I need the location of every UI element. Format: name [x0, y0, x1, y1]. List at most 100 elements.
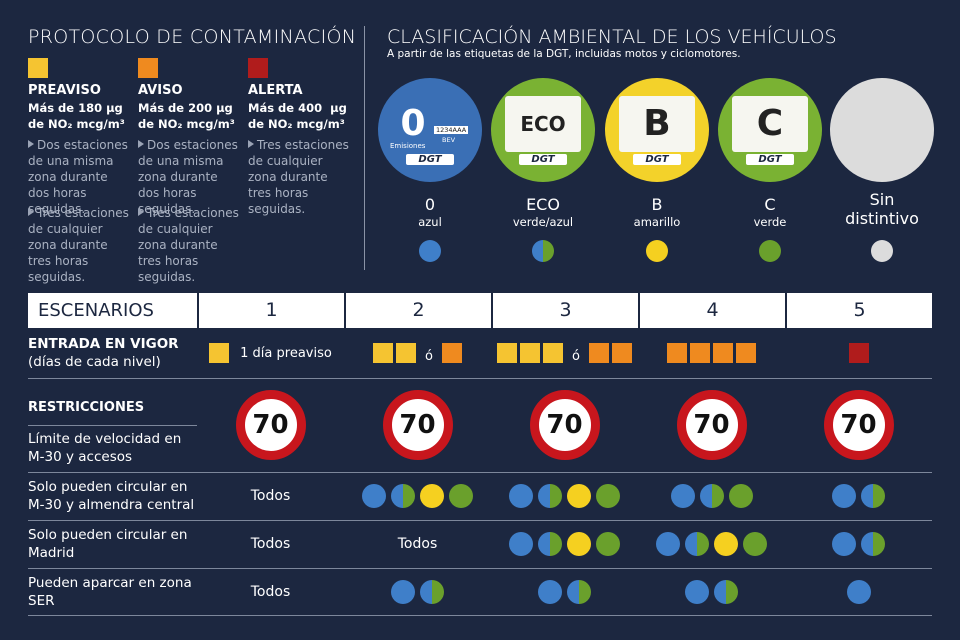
- label-dot: [871, 240, 893, 262]
- label-name: C: [764, 195, 776, 214]
- table-header: [28, 293, 932, 328]
- classification-title: CLASIFICACIÓN AMBIENTAL DE LOS VEHÍCULOS: [387, 26, 837, 48]
- label-dot: [362, 484, 386, 508]
- cell: [638, 568, 785, 615]
- row-line: [28, 520, 932, 521]
- day-square: [209, 343, 230, 363]
- cell: [785, 472, 932, 520]
- cell: 70: [638, 378, 785, 472]
- day-square: [588, 343, 609, 363]
- condition: Tres estaciones de cualquier zona durant…: [28, 206, 129, 284]
- label-color-name: azul: [418, 215, 442, 229]
- label-dot: [532, 240, 554, 262]
- sticker: 0 Emisiones 1234AAA BEV DGT: [378, 78, 482, 182]
- speed-value: 70: [546, 410, 583, 440]
- cell: [638, 472, 785, 520]
- label-dot: [685, 579, 709, 604]
- row-line: [28, 615, 932, 616]
- cell: Todos: [197, 520, 344, 568]
- day-square: [441, 343, 462, 363]
- sticker: [830, 78, 934, 182]
- sticker-card: B: [619, 96, 695, 152]
- header-cell: 5: [785, 293, 932, 328]
- row-label: Solo pueden circular en Madrid: [28, 527, 188, 561]
- level-threshold: Más de 200 µg: [138, 101, 233, 115]
- label-dot: [596, 484, 620, 508]
- condition: Dos estaciones de una misma zona durante…: [28, 138, 128, 216]
- label-dot: [670, 484, 695, 508]
- cell: [344, 472, 491, 520]
- cell-text: Todos: [397, 536, 438, 552]
- sticker-mark: ECO: [520, 112, 566, 136]
- bullet: [138, 208, 144, 216]
- label-dot: [646, 240, 668, 262]
- label-dot: [420, 579, 444, 604]
- label-dot: [743, 532, 767, 556]
- bullet: [138, 140, 144, 148]
- sticker: C DGT: [718, 78, 822, 182]
- label-dot: [832, 532, 856, 556]
- cell: [785, 568, 932, 615]
- level-unit: de NO₂ mcg/m³: [138, 117, 235, 131]
- sticker-plate: 1234AAA: [434, 126, 469, 134]
- label-dot: [391, 579, 415, 604]
- label-dot: [419, 240, 441, 262]
- label-name: 0: [424, 195, 436, 214]
- label-dot: [685, 532, 709, 556]
- cell-text: Todos: [250, 583, 291, 600]
- sticker: ECO DGT: [491, 78, 595, 182]
- sticker-mark: C: [756, 103, 784, 144]
- level-square: [138, 58, 158, 78]
- label-name: Sin distintivo: [845, 190, 919, 228]
- level-unit: de NO₂ mcg/m³: [248, 117, 345, 131]
- label-dot: [832, 484, 856, 508]
- cell: [638, 520, 785, 568]
- speed-value: 70: [252, 410, 289, 440]
- label-dot: [538, 484, 562, 508]
- speed-sign: 70: [823, 390, 894, 460]
- cell: [491, 568, 638, 615]
- sticker-mark: B: [643, 103, 671, 144]
- row-sublabel: (días de cada nivel): [28, 354, 161, 370]
- label-color-name: amarillo: [633, 215, 681, 229]
- label-dot: [509, 484, 533, 508]
- sticker-card: C: [732, 96, 808, 152]
- sticker-brand: DGT: [406, 154, 454, 165]
- sticker-fuel: BEV: [442, 136, 456, 144]
- or-text: ó: [425, 348, 433, 364]
- day-square: [848, 343, 869, 363]
- label-dot: [861, 484, 885, 508]
- label-dot: [449, 484, 473, 508]
- sticker: B DGT: [605, 78, 709, 182]
- row-label-box: ENTRADA EN VIGOR (días de cada nivel): [28, 328, 196, 378]
- row-label: Solo pueden circular en M-30 y almendra …: [28, 479, 195, 513]
- label-dot: [420, 484, 444, 508]
- day-square: [497, 343, 518, 363]
- divider: [364, 26, 365, 270]
- label-dot: [846, 579, 871, 604]
- header-cell: 4: [638, 293, 785, 328]
- cell: [785, 520, 932, 568]
- sticker-mark: 0: [400, 103, 426, 144]
- row-line: [28, 568, 932, 569]
- header-cell: 3: [491, 293, 638, 328]
- label-dot: [759, 240, 781, 262]
- section-line: [28, 425, 197, 426]
- speed-sign: 70: [382, 390, 453, 460]
- section-label: RESTRICCIONES: [28, 400, 145, 415]
- sticker-caption: Emisiones: [390, 142, 426, 150]
- label-dot: [538, 579, 562, 604]
- condition: Tres estaciones de cualquier zona durant…: [138, 206, 239, 284]
- label-dot: [728, 484, 753, 508]
- cell: 70: [491, 378, 638, 472]
- day-square: [611, 343, 632, 363]
- sticker-brand: DGT: [519, 154, 567, 165]
- cell: [344, 568, 491, 615]
- cell: 70: [785, 378, 932, 472]
- level-square: [28, 58, 48, 78]
- cell: Todos: [344, 520, 491, 568]
- level-name: ALERTA: [248, 83, 303, 98]
- day-square: [520, 343, 541, 363]
- level-square: [248, 58, 268, 78]
